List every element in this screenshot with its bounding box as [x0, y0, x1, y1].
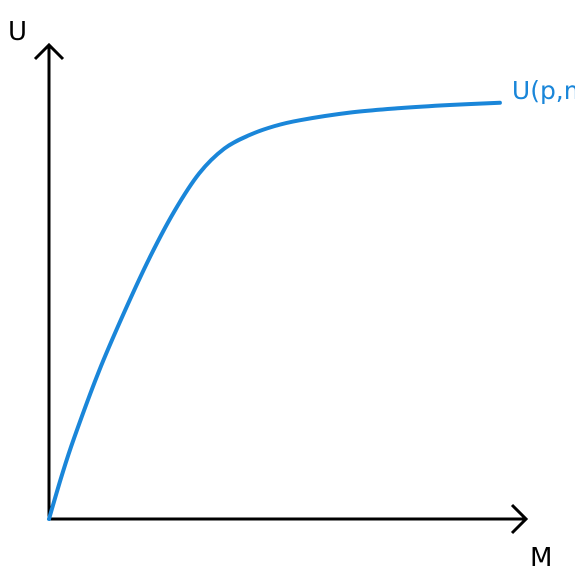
series-label-0: U(p,m)	[512, 76, 575, 105]
y-axis-arrowhead	[33, 42, 65, 61]
x-axis-label: M	[530, 543, 552, 573]
x-axis-arrowhead	[510, 503, 529, 535]
y-axis-label: U	[8, 17, 27, 47]
series-line-0	[47, 100, 502, 521]
axes	[33, 42, 529, 535]
series-layer: U(p,m)	[47, 76, 575, 521]
